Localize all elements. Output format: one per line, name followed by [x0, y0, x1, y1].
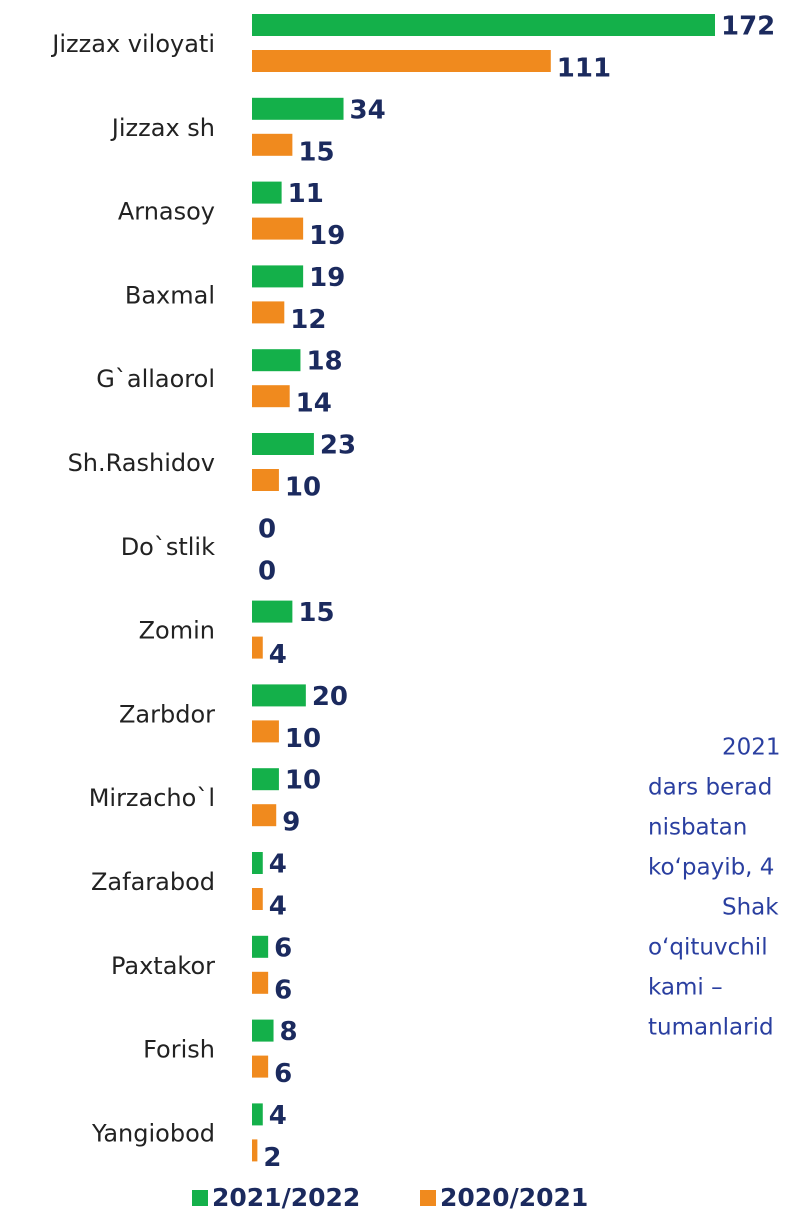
bar [252, 181, 282, 204]
value-label: 0 [258, 556, 276, 586]
bar [252, 50, 551, 72]
category-label: Mirzacho`l [89, 784, 215, 812]
value-label: 23 [320, 431, 356, 461]
category-label: Sh.Rashidov [68, 449, 215, 477]
bar [252, 768, 279, 791]
bar [252, 14, 715, 36]
value-label: 6 [274, 1059, 292, 1089]
value-label: 11 [288, 179, 324, 209]
value-label: 2 [263, 1143, 281, 1173]
value-label: 12 [290, 305, 326, 335]
paragraph-fragment: nisbatan [648, 815, 747, 841]
value-label: 18 [306, 347, 342, 377]
bar [252, 852, 263, 874]
value-label: 34 [350, 95, 386, 125]
value-label: 0 [258, 514, 276, 544]
bar [252, 1139, 258, 1162]
category-label: Yangiobod [91, 1119, 215, 1147]
value-label: 15 [298, 598, 334, 628]
bar [252, 265, 304, 288]
bar [252, 971, 269, 994]
category-label: Zafarabod [91, 868, 215, 896]
bar [252, 600, 293, 623]
bar [252, 684, 306, 707]
bar [252, 349, 301, 372]
legend-swatch [420, 1190, 436, 1206]
category-label: Paxtakor [111, 952, 215, 980]
value-label: 4 [269, 892, 287, 922]
bar [252, 133, 293, 156]
bar [252, 97, 344, 120]
bar [252, 1019, 274, 1042]
value-label: 172 [721, 12, 775, 42]
category-label: Baxmal [125, 281, 215, 309]
value-label: 20 [312, 682, 348, 712]
category-label: Jizzax viloyati [50, 30, 215, 58]
bar [252, 1103, 263, 1126]
bar [252, 385, 290, 408]
category-label: Do`stlik [121, 533, 215, 561]
value-label: 6 [274, 933, 292, 963]
bar [252, 301, 285, 324]
bar [252, 433, 314, 455]
category-label: Zarbdor [119, 700, 215, 728]
category-label: Jizzax sh [110, 114, 215, 142]
legend-swatch [192, 1190, 208, 1206]
value-label: 6 [274, 975, 292, 1005]
bar [252, 1055, 269, 1078]
value-label: 111 [557, 54, 611, 84]
paragraph-fragment: ko‘payib, 4 [648, 855, 774, 881]
bar [252, 888, 263, 910]
category-label: Forish [143, 1036, 215, 1064]
value-label: 19 [309, 221, 345, 251]
bar [252, 935, 269, 958]
value-label: 10 [285, 473, 321, 503]
value-label: 14 [296, 389, 332, 419]
legend-label: 2020/2021 [440, 1183, 588, 1212]
category-label: Zomin [139, 617, 215, 645]
value-label: 4 [269, 850, 287, 880]
bar [252, 804, 277, 827]
paragraph-fragment: Shak [722, 895, 779, 921]
paragraph-fragment: tumanlarid [648, 1015, 774, 1041]
bar [252, 217, 304, 240]
paragraph-fragment: 2021 [722, 735, 781, 761]
bar [252, 720, 279, 743]
value-label: 4 [269, 1101, 287, 1131]
bar [252, 636, 263, 659]
value-label: 8 [280, 1017, 298, 1047]
category-label: Arnasoy [118, 198, 215, 226]
value-label: 10 [285, 766, 321, 796]
paragraph-fragment: kami – [648, 975, 723, 1001]
value-label: 10 [285, 724, 321, 754]
value-label: 19 [309, 263, 345, 293]
value-label: 4 [269, 640, 287, 670]
value-label: 9 [282, 808, 300, 838]
category-label: G`allaorol [96, 365, 215, 393]
paragraph-fragment: o‘qituvchil [648, 935, 768, 961]
legend-label: 2021/2022 [212, 1183, 360, 1212]
bar [252, 469, 279, 491]
paragraph-fragment: dars berad [648, 775, 772, 801]
value-label: 15 [298, 137, 334, 167]
